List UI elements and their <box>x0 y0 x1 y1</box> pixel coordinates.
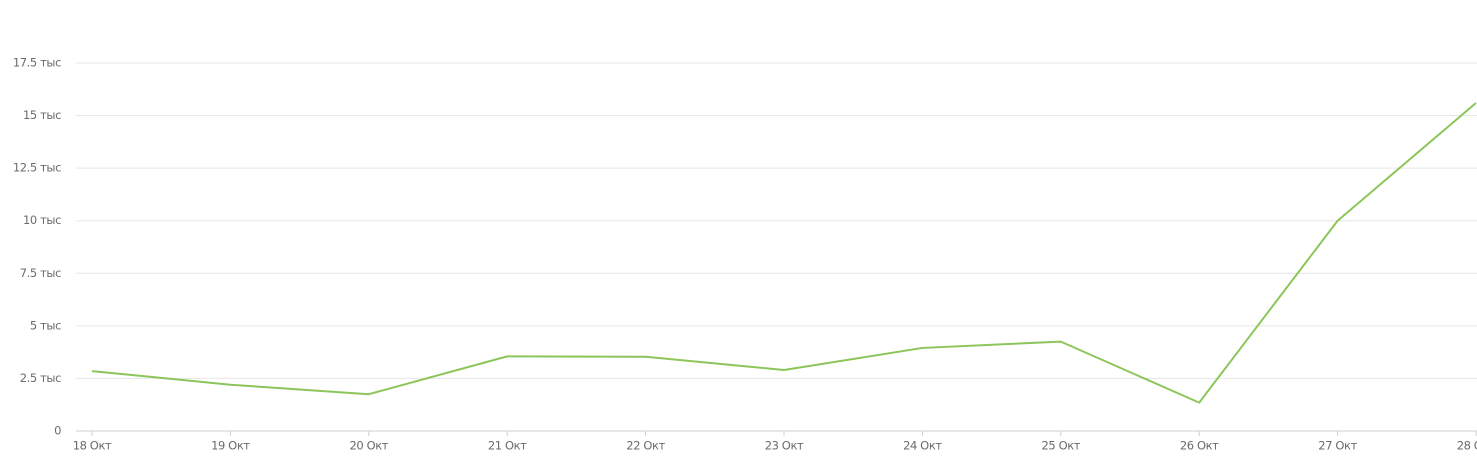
x-tick-label: 25 Окт <box>1042 439 1081 453</box>
y-tick-label: 5 тыс <box>30 318 61 332</box>
x-tick-label: 21 Окт <box>488 439 527 453</box>
x-tick-label: 27 Окт <box>1318 439 1357 453</box>
x-tick-label: 18 Окт <box>73 439 112 453</box>
data-line <box>91 102 1477 404</box>
y-tick-label: 15 тыс <box>23 108 61 122</box>
x-tick-label: 26 Окт <box>1180 439 1219 453</box>
x-tick-label: 23 Окт <box>765 439 804 453</box>
y-tick-label: 12.5 тыс <box>13 161 61 175</box>
x-tick-label: 20 Окт <box>350 439 389 453</box>
x-tick-label: 28 Окт <box>1457 439 1477 453</box>
x-tick-label: 24 Окт <box>903 439 942 453</box>
y-tick-label: 0 <box>54 424 61 438</box>
y-tick-label: 10 тыс <box>23 213 61 227</box>
y-tick-label: 2.5 тыс <box>20 371 61 385</box>
y-tick-label: 7.5 тыс <box>20 266 61 280</box>
y-tick-label: 17.5 тыс <box>13 56 61 70</box>
x-tick-label: 22 Окт <box>626 439 665 453</box>
x-tick-label: 19 Окт <box>211 439 250 453</box>
